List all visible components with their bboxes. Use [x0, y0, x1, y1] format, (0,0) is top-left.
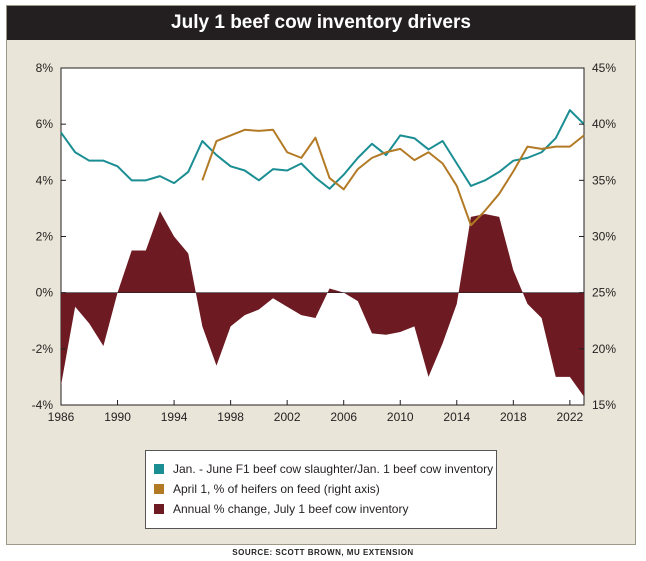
axis-layer: -4% -2% 0% 2% 4% 6% 8% 15% 20% 25% 30% 35% 40% 45% 198…	[32, 61, 617, 424]
legend-swatch-heifers	[154, 484, 164, 494]
legend-item-slaughter: Jan. - June F1 beef cow slaughter/Jan. 1…	[154, 459, 496, 479]
right-tick-label: 15%	[592, 398, 616, 412]
x-tick-label: 1986	[48, 410, 75, 424]
legend: Jan. - June F1 beef cow slaughter/Jan. 1…	[145, 450, 497, 529]
x-tick-label: 2010	[387, 410, 414, 424]
left-tick-label: -2%	[32, 342, 54, 356]
series-heifers-line	[201, 128, 585, 227]
legend-item-heifers: April 1, % of heifers on feed (right axi…	[154, 479, 496, 499]
legend-label-inventory-change: Annual % change, July 1 beef cow invento…	[173, 502, 409, 516]
left-tick-label: 2%	[36, 230, 54, 244]
source-note: SOURCE: SCOTT BROWN, MU EXTENSION	[232, 548, 414, 557]
x-tick-label: 2014	[443, 410, 470, 424]
line-layer	[60, 109, 585, 227]
x-tick-label: 2018	[500, 410, 527, 424]
x-tick-label: 2022	[557, 410, 584, 424]
right-tick-label: 20%	[592, 342, 616, 356]
left-tick-label: 8%	[36, 61, 54, 75]
legend-item-inventory-change: Annual % change, July 1 beef cow invento…	[154, 499, 496, 519]
left-tick-label: 0%	[36, 286, 54, 300]
left-tick-label: 4%	[36, 173, 54, 187]
legend-label-heifers: April 1, % of heifers on feed (right axi…	[173, 482, 380, 496]
right-tick-label: 25%	[592, 286, 616, 300]
x-tick-label: 1994	[161, 410, 188, 424]
right-tick-label: 35%	[592, 173, 616, 187]
right-tick-label: 30%	[592, 230, 616, 244]
chart-title: July 1 beef cow inventory drivers	[7, 6, 635, 40]
x-tick-label: 2006	[330, 410, 357, 424]
left-tick-label: -4%	[32, 398, 54, 412]
x-tick-label: 1990	[104, 410, 131, 424]
legend-label-slaughter: Jan. - June F1 beef cow slaughter/Jan. 1…	[173, 462, 494, 476]
plot-area	[60, 67, 585, 406]
left-tick-label: 6%	[36, 117, 54, 131]
legend-swatch-slaughter	[154, 464, 164, 474]
x-tick-label: 2002	[274, 410, 301, 424]
x-tick-label: 1998	[217, 410, 244, 424]
right-tick-label: 45%	[592, 61, 616, 75]
series-slaughter-line	[60, 109, 585, 190]
right-tick-label: 40%	[592, 117, 616, 131]
legend-swatch-inventory-change	[154, 504, 164, 514]
